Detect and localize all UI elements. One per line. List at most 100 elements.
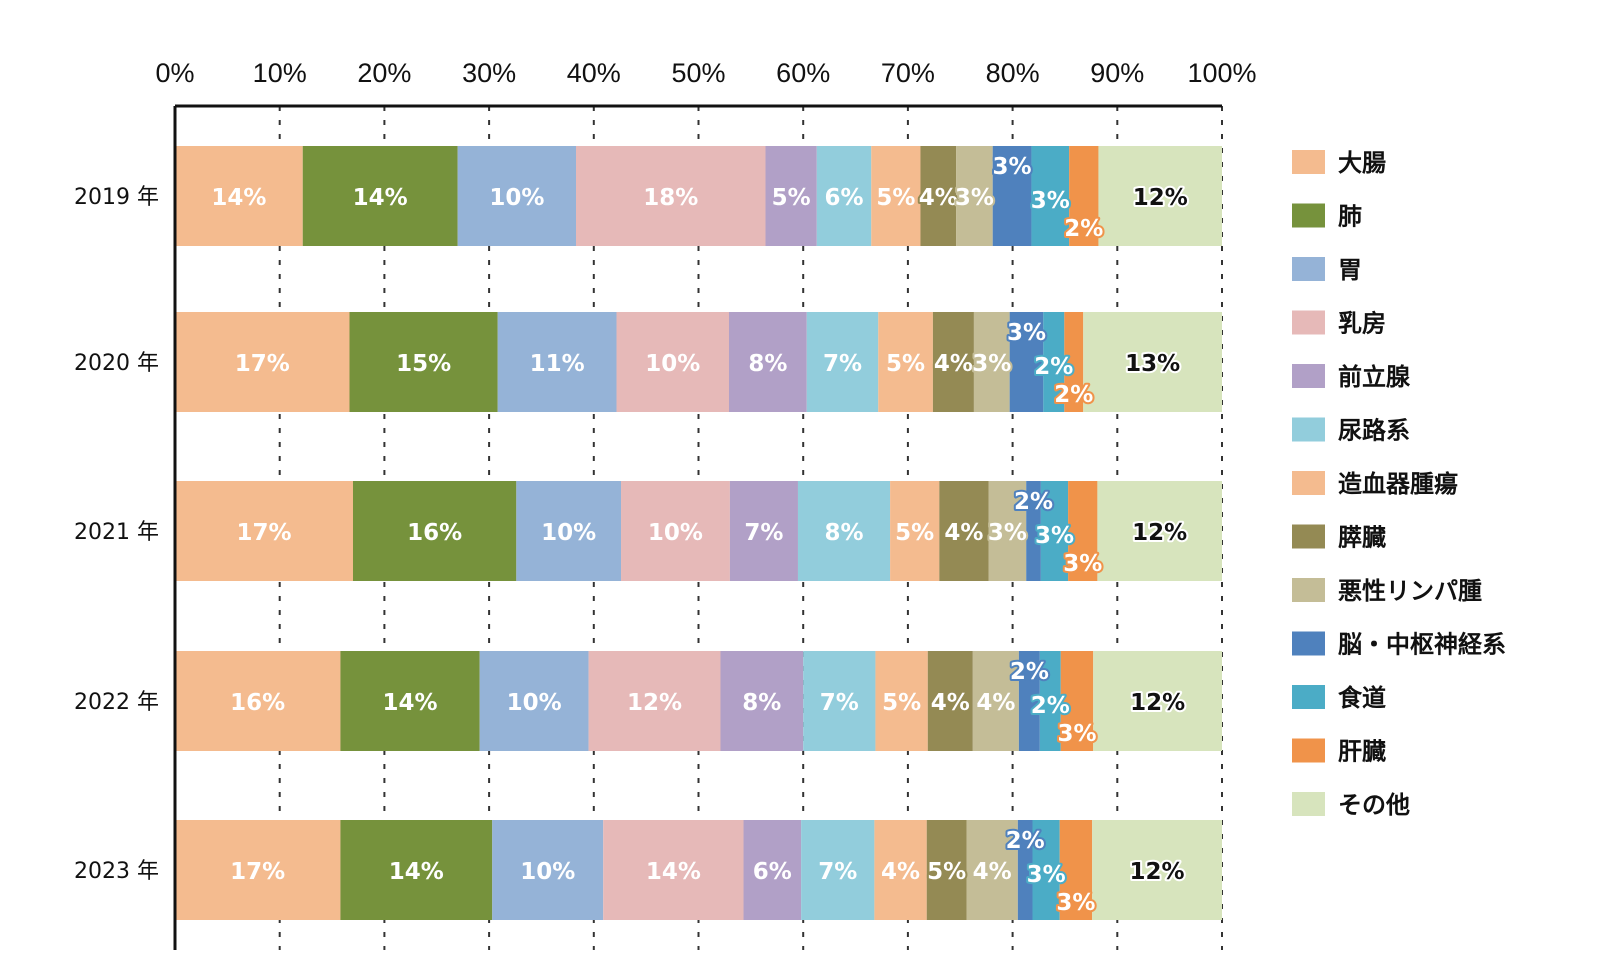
legend-swatch (1292, 150, 1325, 174)
bar-segment (1009, 312, 1044, 412)
bar-segment (1097, 481, 1222, 581)
axes: 0% 10% 20% 30% 40% 50% 60% 70% 80% 90% 100% 2019 年 2… (74, 58, 1257, 950)
data-label: 5% (882, 690, 921, 716)
data-label: 10% (520, 859, 575, 885)
legend-swatch (1292, 417, 1325, 442)
category-label: 2020 年 (74, 351, 159, 376)
bar-segment (1032, 820, 1060, 920)
legend-label: 胃 (1338, 256, 1362, 284)
data-label: 8% (825, 520, 864, 546)
legend-label: 食道 (1338, 684, 1386, 712)
legend-label: 大腸 (1338, 149, 1386, 177)
data-label: 16% (230, 690, 285, 716)
data-label: 12% (1130, 859, 1185, 885)
bar-segment (340, 820, 493, 920)
bar-segment (966, 820, 1018, 920)
data-label: 4% (934, 351, 973, 377)
bar-segment (621, 481, 730, 581)
bar-segment (890, 481, 940, 581)
legend-label: 膵臓 (1338, 524, 1386, 552)
bar-segment (1040, 481, 1069, 581)
x-tick-label: 50% (671, 58, 725, 88)
bars (175, 146, 1222, 920)
bar-segment (175, 651, 341, 751)
data-label: 3% (1057, 721, 1096, 747)
bar-segment (765, 146, 817, 246)
data-label: 7% (818, 859, 857, 885)
bar-segment (302, 146, 458, 246)
bar-segment (175, 312, 350, 412)
data-label: 4% (931, 690, 970, 716)
data-label: 12% (1130, 690, 1185, 716)
bar-segment (1031, 146, 1070, 246)
segment-labels: 14% 14% 10% 18% 5% 6% 5% 4%3%3%3%2%12%17% 15% 11%… (209, 152, 1189, 918)
legend-swatch (1292, 310, 1325, 335)
data-label: 3% (1063, 551, 1102, 577)
bar-segment (956, 146, 993, 246)
bar-segment (803, 651, 876, 751)
data-label: 17% (235, 351, 290, 377)
bar-segment (1064, 312, 1084, 412)
bar-segment (1098, 146, 1222, 246)
bar-segment (743, 820, 802, 920)
data-label: 5% (876, 185, 915, 211)
data-label: 6% (825, 185, 864, 211)
data-label: 2% (1014, 489, 1053, 515)
legend-swatch (1292, 471, 1325, 495)
data-label: 4% (919, 185, 958, 211)
data-label: 2% (1064, 216, 1103, 242)
bar-segment (1026, 481, 1041, 581)
legend-swatch (1292, 524, 1325, 549)
bar-segment (932, 312, 974, 412)
bar-segment (352, 481, 517, 581)
bar-segment (603, 820, 744, 920)
data-label: 18% (643, 185, 698, 211)
data-label: 8% (742, 690, 781, 716)
data-label: 14% (211, 185, 266, 211)
bar-segment (728, 312, 807, 412)
bar-segment (920, 146, 957, 246)
data-label: 3% (1027, 862, 1066, 888)
bar-segment (516, 481, 622, 581)
bar-segment (1092, 820, 1222, 920)
legend-swatch (1292, 203, 1325, 228)
legend-swatch (1292, 738, 1325, 763)
data-label: 12% (1132, 520, 1187, 546)
bar-segment (576, 146, 766, 246)
bar-segment (806, 312, 879, 412)
data-label: 3% (972, 351, 1011, 377)
bar-segment (175, 481, 353, 581)
data-label: 14% (389, 859, 444, 885)
bar-segment (797, 481, 891, 581)
bar-segment (927, 651, 973, 751)
data-label: 3% (1056, 890, 1095, 916)
data-label: 14% (383, 690, 438, 716)
legend-label: その他 (1338, 791, 1410, 819)
data-label: 3% (955, 185, 994, 211)
legend-label: 造血器腫瘍 (1338, 470, 1458, 498)
data-label: 4% (976, 690, 1015, 716)
x-tick-label: 100% (1187, 58, 1256, 88)
bar-segment (1017, 820, 1033, 920)
bar-segment (874, 820, 927, 920)
legend-swatch (1292, 631, 1325, 656)
bar-segment (878, 312, 933, 412)
bar-segment (175, 146, 303, 246)
bar-segment (1059, 820, 1093, 920)
legend-label: 肺 (1338, 203, 1362, 231)
data-label: 17% (230, 859, 285, 885)
data-label: 8% (748, 351, 787, 377)
data-label: 10% (648, 520, 703, 546)
data-label: 4% (881, 859, 920, 885)
legend-label: 尿路系 (1338, 417, 1410, 445)
data-label: 11% (530, 351, 585, 377)
legend-label: 悪性リンパ腫 (1338, 577, 1482, 605)
data-label: 14% (646, 859, 701, 885)
data-label: 2% (1034, 354, 1073, 380)
legend-swatch (1292, 685, 1325, 709)
bar-segment (588, 651, 721, 751)
data-label: 7% (820, 690, 859, 716)
legend-label: 乳房 (1338, 310, 1386, 338)
bar-segment (497, 312, 617, 412)
